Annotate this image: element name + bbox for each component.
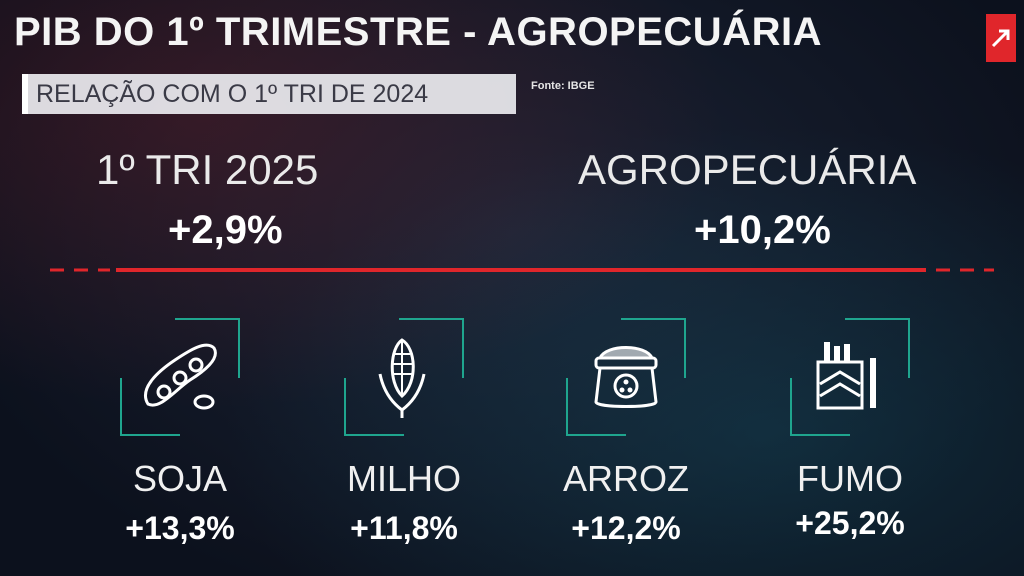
card-soja	[120, 318, 240, 436]
kpi-quarter-label: 1º TRI 2025	[96, 146, 319, 193]
item-label-soja: SOJA	[132, 458, 228, 499]
subtitle: RELAÇÃO COM O 1º TRI DE 2024	[36, 80, 429, 108]
item-label-fumo: FUMO	[797, 458, 903, 499]
kpi-quarter-value: +2,9%	[168, 208, 283, 252]
kpi-agro-value: +10,2%	[694, 208, 831, 252]
card-frame	[566, 318, 686, 436]
source-label: Fonte: IBGE	[531, 80, 595, 92]
item-label-arroz: ARROZ	[563, 458, 689, 499]
rice-sack-icon	[594, 346, 658, 408]
cigarette-pack-icon	[816, 342, 876, 410]
corn-icon	[378, 338, 426, 418]
card-frame	[344, 318, 464, 436]
item-value-milho: +11,8%	[350, 510, 458, 546]
channel-logo	[986, 14, 1016, 62]
card-arroz	[566, 318, 686, 436]
card-frame	[120, 318, 240, 436]
divider-line	[50, 268, 994, 272]
card-milho	[344, 318, 464, 436]
card-fumo	[790, 318, 910, 436]
item-label-milho: MILHO	[346, 458, 461, 499]
item-value-fumo: +25,2%	[795, 505, 905, 541]
card-frame	[790, 318, 910, 436]
arrow-up-right-icon	[991, 29, 1010, 48]
subtitle-bar: RELAÇÃO COM O 1º TRI DE 2024	[22, 74, 516, 114]
page-title: PIB DO 1º TRIMESTRE - AGROPECUÁRIA	[14, 10, 822, 54]
top-bar: PIB DO 1º TRIMESTRE - AGROPECUÁRIA	[0, 0, 1024, 72]
item-value-soja: +13,3%	[125, 510, 235, 546]
item-value-arroz: +12,2%	[571, 510, 681, 546]
soybean-icon	[144, 343, 217, 410]
kpi-agro-label: AGROPECUÁRIA	[578, 146, 917, 193]
